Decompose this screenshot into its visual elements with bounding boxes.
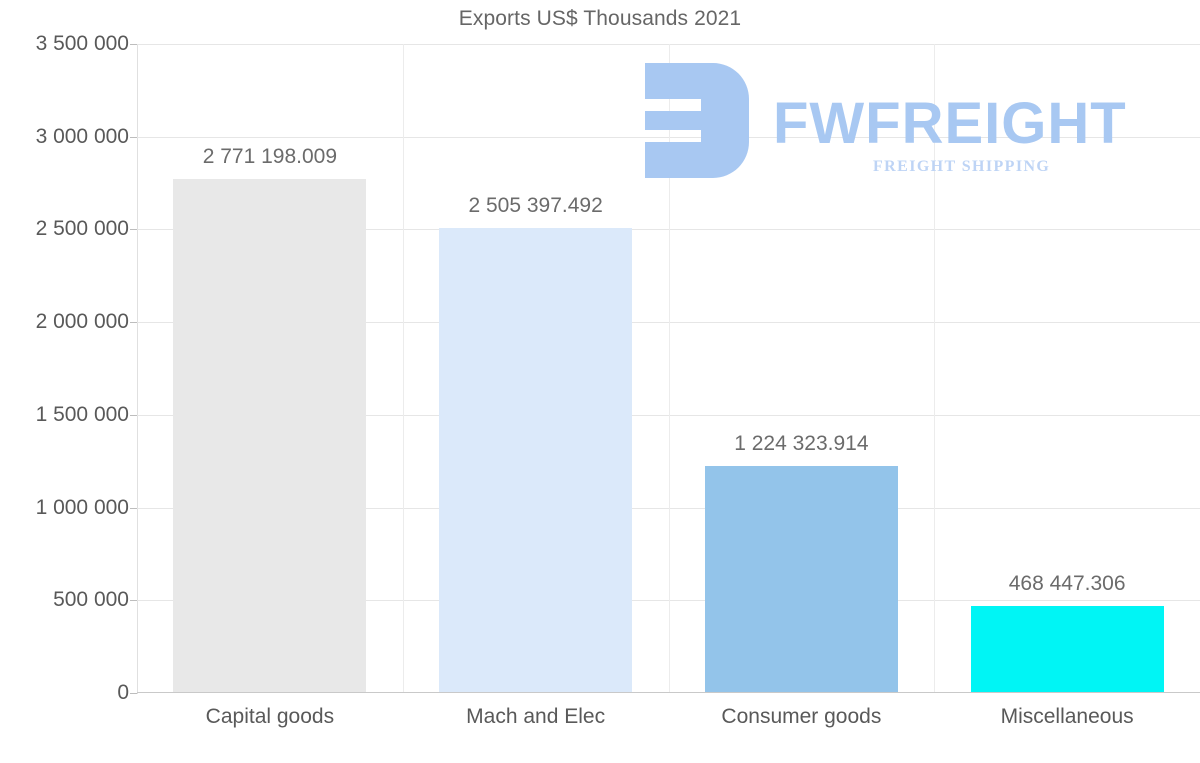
y-axis-tick-mark bbox=[130, 229, 137, 231]
bar-value-label: 2 771 198.009 bbox=[202, 145, 338, 169]
y-axis-tick-mark bbox=[130, 693, 137, 694]
bar-value-label: 1 224 323.914 bbox=[734, 431, 869, 455]
bar-1[interactable] bbox=[173, 179, 367, 693]
gridline-horizontal bbox=[137, 44, 1200, 45]
gridline-horizontal bbox=[137, 229, 1200, 231]
bar-2[interactable] bbox=[439, 228, 633, 693]
y-axis-tick-label: 500 000 bbox=[53, 588, 129, 612]
y-axis-tick-mark bbox=[130, 507, 137, 509]
plot-area bbox=[137, 44, 1200, 693]
gridline-horizontal bbox=[137, 322, 1200, 324]
gridline-horizontal bbox=[137, 600, 1200, 602]
y-axis-tick-label: 2 500 000 bbox=[35, 217, 129, 241]
x-axis-category-label: Capital goods bbox=[205, 705, 335, 728]
y-axis-tick-mark bbox=[130, 600, 137, 602]
bar-4[interactable] bbox=[970, 606, 1164, 693]
y-axis-tick-mark bbox=[130, 136, 137, 138]
x-axis-category-label: Miscellaneous bbox=[1000, 705, 1134, 728]
gridline-vertical bbox=[669, 44, 670, 693]
y-axis-tick-label: 0 bbox=[117, 681, 129, 704]
y-axis-line bbox=[137, 44, 138, 694]
gridline-horizontal bbox=[137, 414, 1200, 416]
chart-title: Exports US$ Thousands 2021 bbox=[458, 7, 742, 30]
y-axis-tick-label: 1 000 000 bbox=[35, 495, 129, 519]
gridline-vertical bbox=[403, 44, 404, 693]
bar-value-label: 2 505 397.492 bbox=[468, 194, 603, 218]
bar-value-label: 468 447.306 bbox=[1008, 572, 1126, 596]
y-axis-tick-mark bbox=[130, 44, 137, 45]
y-axis-tick-label: 3 000 000 bbox=[35, 124, 129, 148]
y-axis-tick-mark bbox=[130, 322, 137, 324]
y-axis-tick-mark bbox=[130, 414, 137, 416]
gridline-horizontal bbox=[137, 507, 1200, 509]
x-axis-category-label: Consumer goods bbox=[721, 705, 882, 728]
y-axis-tick-label: 1 500 000 bbox=[35, 402, 129, 426]
gridline-vertical bbox=[934, 44, 935, 693]
y-axis-tick-label: 3 500 000 bbox=[35, 32, 129, 55]
x-axis-category-label: Mach and Elec bbox=[466, 705, 606, 728]
bar-3[interactable] bbox=[704, 465, 898, 693]
y-axis-tick-label: 2 000 000 bbox=[35, 310, 129, 334]
x-axis-baseline bbox=[137, 692, 1200, 693]
